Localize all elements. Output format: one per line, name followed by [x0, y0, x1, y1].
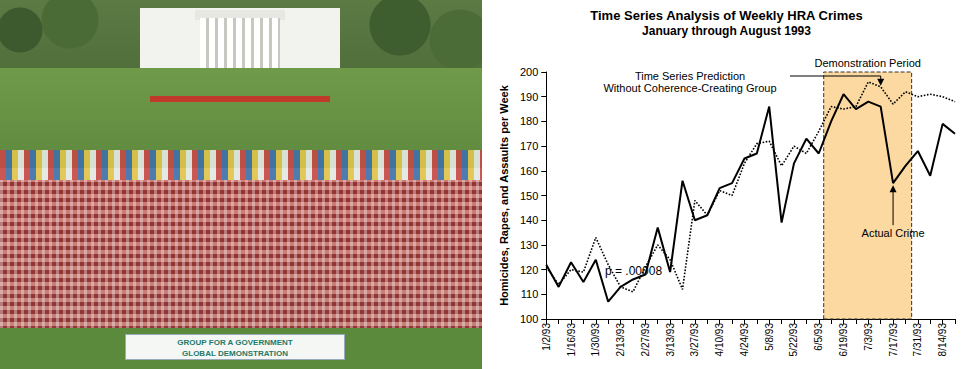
- svg-text:150: 150: [520, 190, 538, 202]
- svg-text:7/31/93: 7/31/93: [912, 323, 923, 357]
- svg-text:7/17/93: 7/17/93: [888, 323, 899, 357]
- svg-text:Homicides, Rapes, and Assaults: Homicides, Rapes, and Assaults per Week: [498, 84, 510, 306]
- svg-text:170: 170: [520, 140, 538, 152]
- svg-text:5/22/93: 5/22/93: [788, 323, 799, 357]
- svg-text:7/3/93: 7/3/93: [863, 323, 874, 351]
- svg-text:1/30/93: 1/30/93: [590, 323, 601, 357]
- svg-text:6/5/93: 6/5/93: [813, 323, 824, 351]
- svg-text:140: 140: [520, 214, 538, 226]
- svg-text:130: 130: [520, 239, 538, 251]
- svg-text:1/16/93: 1/16/93: [566, 323, 577, 357]
- svg-text:January through August 1993: January through August 1993: [642, 24, 811, 38]
- svg-text:6/19/93: 6/19/93: [838, 323, 849, 357]
- svg-text:p = .00008: p = .00008: [605, 264, 662, 278]
- svg-text:8/14/93: 8/14/93: [937, 323, 948, 357]
- svg-text:160: 160: [520, 165, 538, 177]
- svg-text:2/13/93: 2/13/93: [615, 323, 626, 357]
- svg-text:180: 180: [520, 115, 538, 127]
- svg-text:200: 200: [520, 66, 538, 78]
- svg-text:2/27/93: 2/27/93: [640, 323, 651, 357]
- svg-text:Without Coherence-Creating Gro: Without Coherence-Creating Group: [603, 82, 776, 94]
- svg-text:4/10/93: 4/10/93: [714, 323, 725, 357]
- svg-text:100: 100: [520, 313, 538, 325]
- svg-text:1/2/93: 1/2/93: [541, 323, 552, 351]
- svg-text:3/27/93: 3/27/93: [689, 323, 700, 357]
- svg-text:5/8/93: 5/8/93: [764, 323, 775, 351]
- svg-text:190: 190: [520, 91, 538, 103]
- svg-text:Time Series Prediction: Time Series Prediction: [635, 70, 745, 82]
- svg-text:3/13/93: 3/13/93: [665, 323, 676, 357]
- svg-text:Actual Crime: Actual Crime: [862, 227, 925, 239]
- svg-text:120: 120: [520, 264, 538, 276]
- svg-text:110: 110: [521, 288, 539, 300]
- svg-text:Demonstration Period: Demonstration Period: [814, 57, 920, 69]
- html-text:GROUP FOR A GOVERNMENT GLOBAL: GROUP FOR A GOVERNMENT GLOBAL DEMONSTRAT…: [177, 338, 293, 358]
- svg-text:4/24/93: 4/24/93: [739, 323, 750, 357]
- svg-text:Time Series Analysis of Weekly: Time Series Analysis of Weekly HRA Crime…: [590, 8, 862, 23]
